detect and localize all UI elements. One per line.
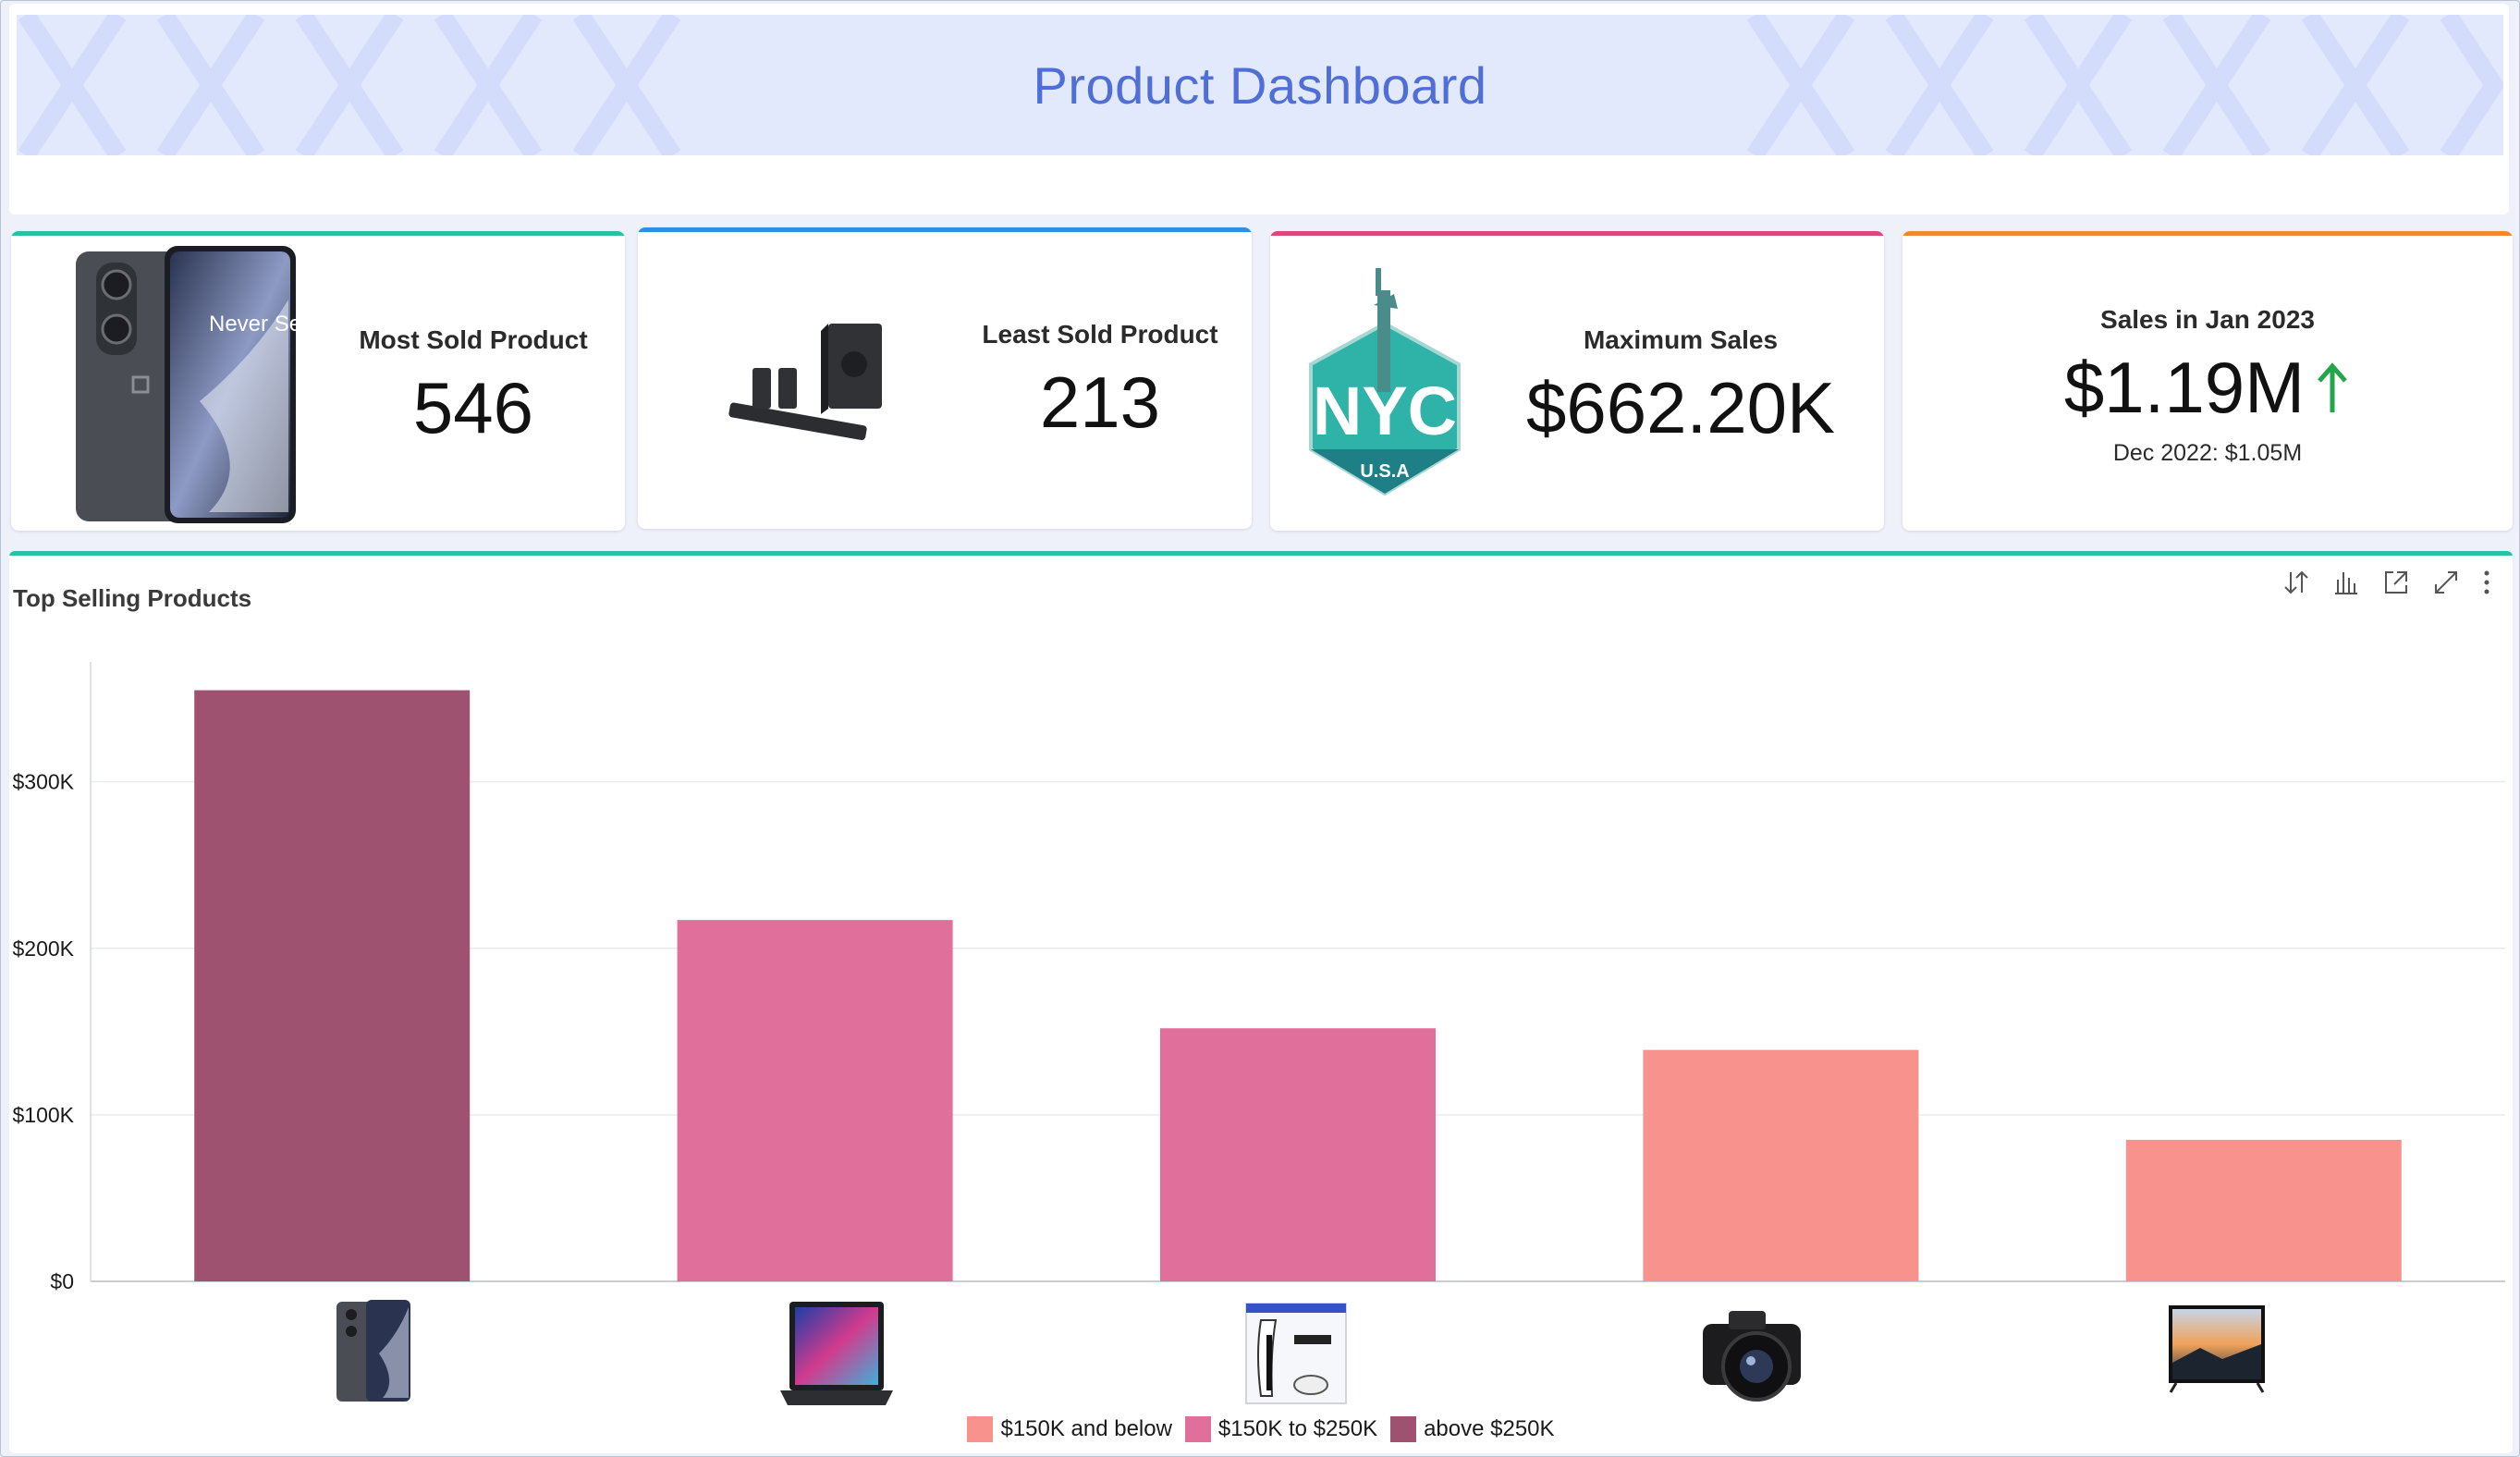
badge-text: NYC [1313, 373, 1457, 449]
kpi-label: Least Sold Product [982, 320, 1218, 349]
more-options-button[interactable] [2477, 564, 2496, 601]
nyc-statue-of-liberty-badge: NYC U.S.A [1309, 268, 1461, 496]
kpi-card-most-sold[interactable]: Never Settle Most Sold Product 546 [11, 231, 625, 531]
card-accent-line [1270, 231, 1884, 236]
legend-label: $150K and below [1000, 1416, 1172, 1441]
panel-accent-line [9, 551, 2513, 556]
x-label-laptop-image [780, 1302, 893, 1405]
kpi-card-least-sold[interactable]: Least Sold Product 213 [638, 227, 1252, 529]
bar-chart: $0 $100K $200K $300K [12, 662, 2505, 1293]
legend-swatch [1390, 1416, 1417, 1442]
y-tick-label: $200K [12, 937, 74, 961]
kpi-card-sales-jan-2023[interactable]: Sales in Jan 2023 $1.19M Dec 2022: $1.05… [1902, 231, 2513, 531]
top-selling-products-panel: Top Selling Products $0 $100K $200K $300K [9, 551, 2513, 1453]
kpi-label: Sales in Jan 2023 [2100, 305, 2315, 334]
legend-item-150k-and-below[interactable]: $150K and below [967, 1416, 1172, 1442]
x-label-camera-image [1703, 1311, 1801, 1402]
kpi-comparison: Dec 2022: $1.05M [2112, 440, 2303, 466]
y-tick-label: $300K [12, 770, 74, 794]
legend-swatch [1184, 1416, 1211, 1442]
badge-subtext: U.S.A [1360, 461, 1409, 482]
open-external-button[interactable] [2378, 564, 2415, 601]
kpi-value: 546 [412, 367, 534, 448]
legend-label: $150K to $250K [1217, 1416, 1378, 1441]
x-label-smartphone-image [336, 1300, 410, 1402]
chart-legend: $150K and below $150K to $250K above $25… [9, 1416, 2513, 1442]
trend-up-icon [2318, 361, 2347, 412]
card-accent-line [11, 231, 625, 236]
x-label-game-console-image [1245, 1303, 1347, 1404]
sort-button[interactable] [2278, 564, 2315, 601]
kpi-value: $1.19M [2063, 347, 2306, 428]
open-external-icon [2385, 571, 2407, 594]
soundbar-speaker-image [728, 324, 882, 441]
kpi-card-maximum-sales[interactable]: NYC U.S.A Maximum Sales $662.20K [1270, 231, 1884, 531]
y-tick-label: $0 [50, 1269, 74, 1293]
kpi-label: Most Sold Product [359, 325, 588, 354]
legend-swatch [967, 1416, 994, 1442]
y-tick-label: $100K [12, 1103, 74, 1127]
bar-laptop[interactable] [677, 920, 953, 1281]
more-options-icon [2484, 570, 2489, 594]
legend-item-150k-to-250k[interactable]: $150K to $250K [1184, 1416, 1378, 1442]
expand-button[interactable] [2428, 564, 2465, 601]
sort-icon [2284, 570, 2308, 594]
x-label-television-image [2169, 1305, 2265, 1393]
kpi-value: $662.20K [1526, 367, 1835, 448]
bar-television[interactable] [2125, 1139, 2402, 1281]
bar-game-console[interactable] [1160, 1028, 1436, 1281]
chart-type-icon [2335, 572, 2357, 594]
phone-screen-text: Never Settle [209, 312, 305, 337]
banner-pattern-right [1746, 15, 2503, 155]
legend-label: above $250K [1424, 1416, 1555, 1441]
banner-pattern-left [18, 15, 681, 155]
kpi-value: 213 [1039, 361, 1161, 443]
bar-smartphone[interactable] [194, 690, 471, 1281]
title-banner: Product Dashboard [17, 15, 2503, 155]
dashboard-header: Product Dashboard [9, 4, 2509, 214]
expand-icon [2435, 571, 2457, 594]
bar-camera[interactable] [1643, 1049, 1919, 1281]
card-accent-line [1902, 231, 2513, 236]
kpi-label: Maximum Sales [1583, 325, 1779, 354]
chart-type-button[interactable] [2328, 564, 2365, 601]
kpi-value-row: $1.19M [1902, 346, 2513, 430]
chart-toolbar [2278, 564, 2496, 601]
page-title: Product Dashboard [1033, 56, 1487, 115]
chart-title: Top Selling Products [13, 584, 252, 612]
card-accent-line [638, 227, 1252, 232]
legend-item-above-250k[interactable]: above $250K [1390, 1416, 1555, 1442]
smartphone-image: Never Settle [76, 246, 305, 523]
